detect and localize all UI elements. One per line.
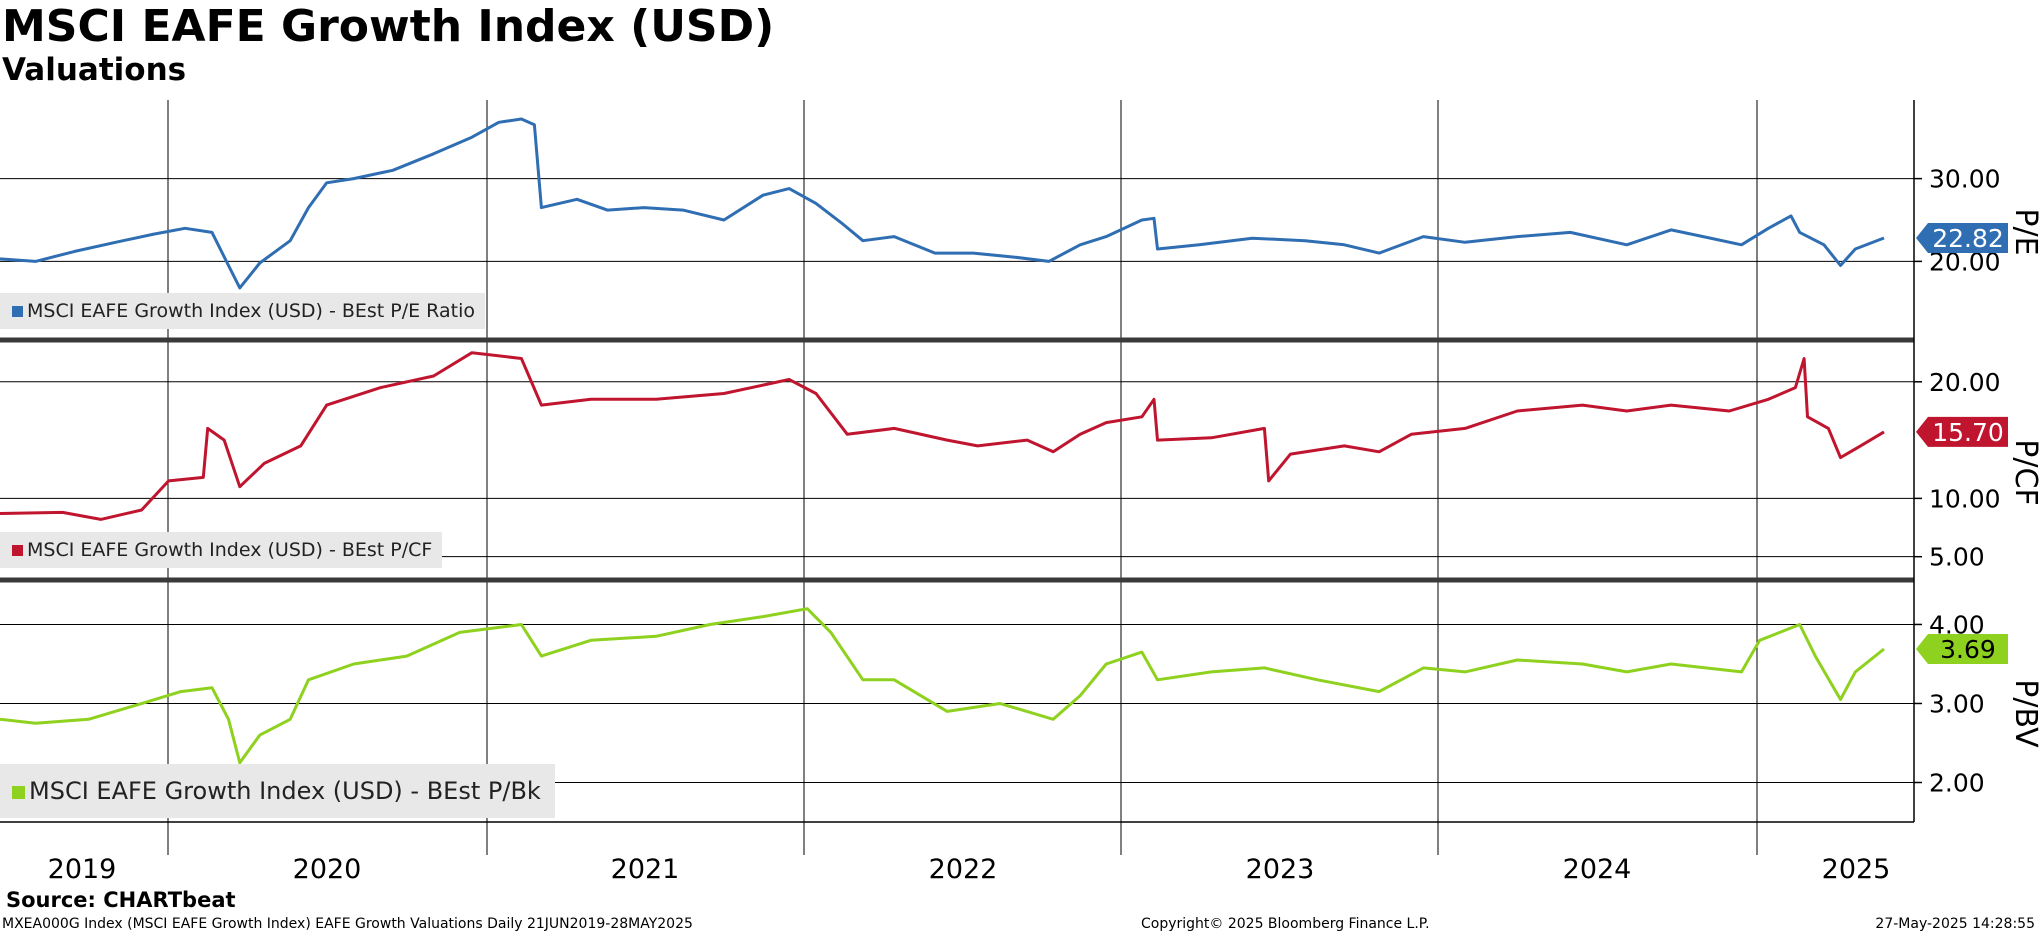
legend-pbv-label: MSCI EAFE Growth Index (USD) - BEst P/Bk <box>29 777 541 805</box>
series-line-P/CF <box>0 351 1885 521</box>
y-tick-label-P/BV-1: 3.00 <box>1929 689 1985 718</box>
last-value-tag-P/BV <box>1916 633 2008 664</box>
legend-pcf-label: MSCI EAFE Growth Index (USD) - BEst P/CF <box>27 539 433 561</box>
legend-pbv-swatch <box>12 785 25 799</box>
x-tick-label-2025: 2025 <box>1822 854 1891 885</box>
last-value-label-P/CF: 15.70 <box>1932 418 2004 447</box>
legend-pe-label: MSCI EAFE Growth Index (USD) - BEst P/E … <box>27 300 475 322</box>
legend-pe: MSCI EAFE Growth Index (USD) - BEst P/E … <box>0 293 485 329</box>
x-tick-label-2020: 2020 <box>293 854 362 885</box>
x-tick-label-2024: 2024 <box>1563 854 1632 885</box>
x-tick-label-2022: 2022 <box>929 854 998 885</box>
x-tick-label-2023: 2023 <box>1246 854 1315 885</box>
y-tick-label-P/BV-0: 2.00 <box>1929 768 1985 797</box>
chart-subtitle: Valuations <box>2 52 187 88</box>
y-tick-label-P/CF-2: 20.00 <box>1929 368 2001 397</box>
footer-timestamp: 27-May-2025 14:28:55 <box>1875 916 2035 932</box>
series-line-P/BV <box>0 607 1885 765</box>
legend-pbv: MSCI EAFE Growth Index (USD) - BEst P/Bk <box>0 764 555 818</box>
x-tick-label-2019: 2019 <box>48 854 117 885</box>
panel-separator-0 <box>0 337 1914 343</box>
axis-label-P/CF: P/CF <box>2008 439 2041 505</box>
axis-label-P/BV: P/BV <box>2008 679 2041 748</box>
legend-pcf: MSCI EAFE Growth Index (USD) - BEst P/CF <box>0 532 443 568</box>
series-line-P/E <box>0 117 1885 290</box>
panel-separator-1 <box>0 577 1914 583</box>
last-value-tag-P/E <box>1916 223 2008 254</box>
x-tick-label-2021: 2021 <box>611 854 680 885</box>
y-tick-label-P/CF-0: 5.00 <box>1929 543 1985 572</box>
last-value-label-P/BV: 3.69 <box>1940 635 1996 664</box>
legend-pcf-swatch <box>12 545 23 556</box>
chart-title: MSCI EAFE Growth Index (USD) <box>2 1 775 52</box>
footer-description: MXEA000G Index (MSCI EAFE Growth Index) … <box>2 916 693 932</box>
last-value-label-P/E: 22.82 <box>1932 224 2004 253</box>
last-value-tag-P/CF <box>1916 416 2008 447</box>
footer-copyright: Copyright© 2025 Bloomberg Finance L.P. <box>1141 916 1430 932</box>
axis-label-P/E: P/E <box>2008 208 2041 255</box>
y-tick-label-P/CF-1: 10.00 <box>1929 484 2001 513</box>
legend-pe-swatch <box>12 306 23 317</box>
source-note: Source: CHARTbeat <box>6 888 236 912</box>
y-tick-label-P/E-1: 30.00 <box>1929 165 2001 194</box>
